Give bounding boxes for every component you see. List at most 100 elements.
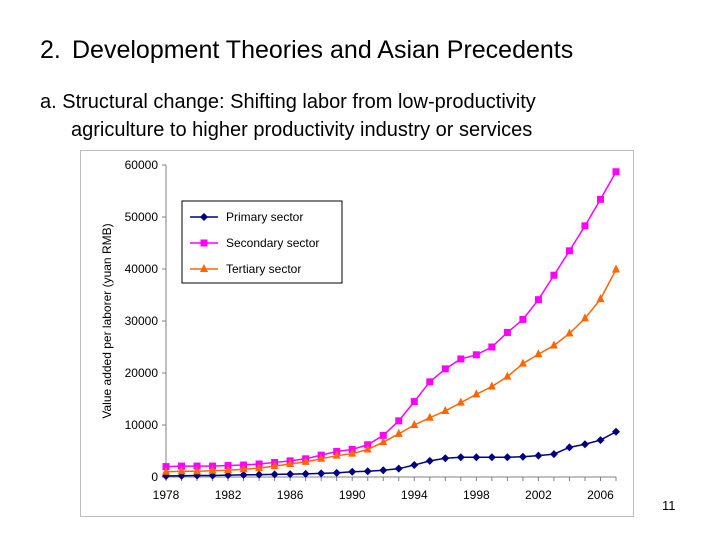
data-point-1 <box>519 315 527 323</box>
data-point-1 <box>472 351 480 359</box>
data-point-1 <box>193 462 201 470</box>
data-point-2 <box>286 459 295 467</box>
data-point-1 <box>596 195 604 203</box>
data-point-2 <box>363 444 372 453</box>
data-point-2 <box>612 264 620 273</box>
data-point-2 <box>549 340 558 349</box>
y-tick-label: 30000 <box>125 314 159 328</box>
data-point-2 <box>410 420 419 428</box>
data-point-2 <box>193 466 202 475</box>
data-point-0 <box>518 452 527 461</box>
subtitle-line-1: a. Structural change: Shifting labor fro… <box>40 91 536 113</box>
data-point-2 <box>472 389 481 398</box>
slide-title: 2. Development Theories and Asian Precede… <box>40 36 573 65</box>
x-tick-label: 2002 <box>525 488 552 502</box>
data-point-1 <box>581 222 589 230</box>
data-point-0 <box>503 453 512 462</box>
data-point-2 <box>441 405 450 414</box>
legend-marker-0 <box>200 213 208 221</box>
y-tick-label: 50000 <box>125 210 159 224</box>
data-point-0 <box>286 470 295 479</box>
data-point-1 <box>410 398 418 406</box>
data-point-1 <box>178 462 186 470</box>
data-point-1 <box>379 431 387 439</box>
chart-frame: 0 10000 20000 30000 40000 50000 60000 1978 1982 1… <box>80 150 634 517</box>
data-point-0 <box>363 467 372 476</box>
data-point-2 <box>534 349 543 358</box>
legend-label-2: Tertiary sector <box>226 262 301 276</box>
data-point-0 <box>534 451 543 460</box>
data-point-0 <box>379 466 388 475</box>
data-point-1 <box>565 247 573 255</box>
legend-marker-2 <box>200 264 208 272</box>
data-point-0 <box>301 469 310 478</box>
data-point-0 <box>487 453 496 462</box>
data-point-0 <box>441 454 450 463</box>
series-line-2 <box>165 269 617 473</box>
x-tick-label: 1998 <box>463 488 490 502</box>
x-tick-label: 1994 <box>401 488 428 502</box>
data-point-2 <box>596 294 605 303</box>
page-number: 11 <box>662 498 676 513</box>
data-point-2 <box>379 437 388 446</box>
data-point-2 <box>317 453 326 462</box>
data-point-2 <box>456 397 465 406</box>
data-point-2 <box>332 450 341 459</box>
data-point-0 <box>456 453 465 462</box>
data-point-2 <box>348 448 357 457</box>
y-axis-label: Value added per laborer (yuan RMB) <box>100 223 114 418</box>
y-tick-label: 40000 <box>125 262 159 276</box>
x-tick-label: 2006 <box>587 488 614 502</box>
data-point-2 <box>224 465 233 474</box>
data-point-2 <box>255 463 264 472</box>
data-point-2 <box>239 464 248 473</box>
data-point-0 <box>596 436 605 445</box>
data-point-0 <box>549 450 558 459</box>
data-point-1 <box>612 168 620 176</box>
data-point-2 <box>580 313 589 322</box>
title-number: 2. <box>40 36 61 64</box>
x-tick-label: 1982 <box>215 488 242 502</box>
line-chart: 0 10000 20000 30000 40000 50000 60000 1978 1982 1… <box>100 158 620 502</box>
data-point-1 <box>488 343 496 351</box>
data-point-2 <box>162 466 170 475</box>
y-tick-label: 0 <box>151 470 158 484</box>
data-point-1 <box>503 328 511 336</box>
data-point-2 <box>503 371 512 380</box>
data-point-1 <box>162 463 170 471</box>
legend-label-1: Secondary sector <box>226 236 319 250</box>
data-point-0 <box>332 468 341 477</box>
data-point-2 <box>565 328 574 337</box>
data-point-2 <box>394 428 403 437</box>
slide-subtitle: a. Structural change: Shifting labor fro… <box>40 88 536 144</box>
data-point-0 <box>580 440 589 449</box>
data-point-0 <box>270 470 279 479</box>
x-tick-label: 1978 <box>153 488 180 502</box>
data-point-0 <box>612 427 620 436</box>
data-point-1 <box>426 378 434 386</box>
data-point-2 <box>208 465 217 474</box>
x-tick-label: 1986 <box>277 488 304 502</box>
legend-marker-1 <box>200 239 208 247</box>
data-point-1 <box>457 355 465 363</box>
data-point-0 <box>348 467 357 476</box>
x-tick-label: 1990 <box>339 488 366 502</box>
data-point-2 <box>301 456 310 465</box>
data-point-2 <box>487 381 496 390</box>
data-point-0 <box>410 461 419 470</box>
data-point-1 <box>534 296 542 304</box>
data-point-0 <box>317 469 326 478</box>
data-point-1 <box>441 365 449 373</box>
data-point-2 <box>425 412 434 421</box>
data-point-0 <box>394 464 403 473</box>
data-point-0 <box>472 453 481 462</box>
subtitle-line-2: agriculture to higher productivity indus… <box>71 119 533 141</box>
y-tick-label: 60000 <box>125 158 159 172</box>
legend-label-0: Primary sector <box>226 210 303 224</box>
title-text: Development Theories and Asian Precedent… <box>72 36 574 64</box>
data-point-0 <box>255 470 264 479</box>
y-tick-label: 10000 <box>125 418 159 432</box>
data-point-0 <box>239 470 248 479</box>
y-tick-label: 20000 <box>125 366 159 380</box>
data-point-1 <box>395 417 403 425</box>
